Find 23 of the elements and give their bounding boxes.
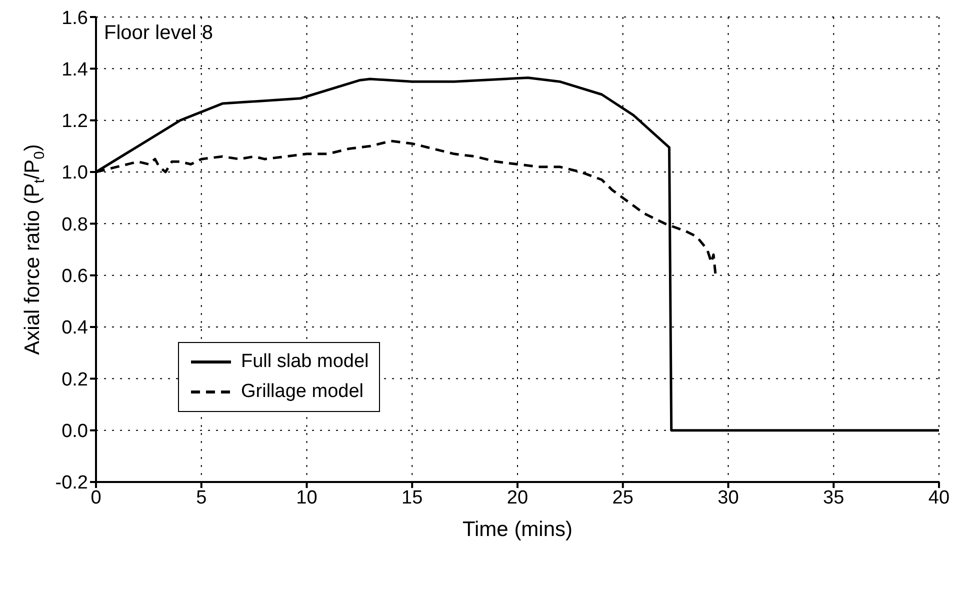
legend-label: Grillage model xyxy=(241,381,364,403)
x-tick-label: 5 xyxy=(196,487,207,508)
x-tick-label: 10 xyxy=(296,487,318,508)
x-tick-label: 25 xyxy=(612,487,634,508)
y-tick-label: 0.4 xyxy=(62,318,88,339)
y-tick-label: -0.2 xyxy=(55,472,88,494)
y-tick-label: 1.4 xyxy=(62,59,88,80)
legend-label: Full slab model xyxy=(241,351,369,373)
y-tick-label: 1.6 xyxy=(62,8,88,29)
chart-title: Floor level 8 xyxy=(104,22,213,44)
x-tick-label: 30 xyxy=(718,487,739,508)
y-tick-label: 1.0 xyxy=(62,162,88,184)
y-tick-label: 0.2 xyxy=(62,369,88,390)
x-tick-label: 0 xyxy=(90,487,102,508)
y-tick-label: 0.6 xyxy=(62,266,88,288)
x-tick-label: 15 xyxy=(402,487,423,508)
x-axis-title: Time (mins) xyxy=(462,518,573,541)
x-tick-label: 35 xyxy=(823,487,844,508)
x-tick-label: 40 xyxy=(928,487,950,508)
y-tick-label: 0.0 xyxy=(62,421,88,442)
y-tick-label: 0.8 xyxy=(62,214,88,236)
x-tick-label: 20 xyxy=(506,487,528,508)
y-tick-label: 1.2 xyxy=(62,111,88,132)
